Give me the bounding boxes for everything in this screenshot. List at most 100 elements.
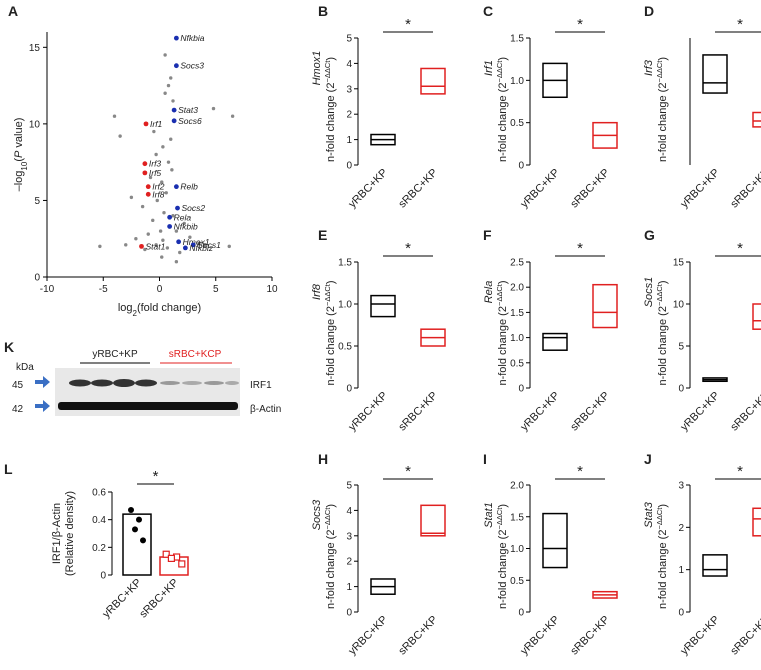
data-point xyxy=(170,168,174,172)
data-point xyxy=(230,114,235,118)
y-tick-label: 0.5 xyxy=(510,358,524,369)
x-axis-title: log2(fold change) xyxy=(118,302,201,318)
box xyxy=(702,554,728,577)
data-point xyxy=(158,229,163,233)
data-point xyxy=(169,137,173,141)
data-point xyxy=(169,76,173,80)
data-point xyxy=(151,218,155,223)
y-tick-label: 10 xyxy=(673,300,685,311)
x-tick-label: 5 xyxy=(213,284,219,295)
gene-label: Socs2 xyxy=(182,203,206,213)
data-point xyxy=(140,204,145,209)
significance-mark: * xyxy=(737,16,743,33)
gene-label: Irf1 xyxy=(150,119,163,129)
x-tick-label: sRBC+KP xyxy=(568,614,612,658)
label-part: n-fold change (2 xyxy=(657,83,669,163)
x-tick-label: yRBC+KP xyxy=(518,614,562,658)
data-point xyxy=(154,243,158,247)
y-tick-label: 1.5 xyxy=(510,512,524,523)
label-part: −ΔΔCt xyxy=(495,507,504,530)
gene-label: Nfkbib xyxy=(174,221,198,231)
y-tick-label: 0 xyxy=(678,384,684,395)
data-point xyxy=(129,195,134,200)
y-tick-label: 0.6 xyxy=(92,488,106,499)
y-tick-label: 1 xyxy=(346,135,352,146)
y-tick-label: 4 xyxy=(346,506,352,517)
x-tick-label: yRBC+KP xyxy=(518,167,562,211)
gene-label: Irf3 xyxy=(149,159,162,169)
y-tick-label: 2.0 xyxy=(510,283,524,294)
x-tick-label: yRBC+KP xyxy=(346,390,390,434)
data-point xyxy=(166,160,171,164)
data-point xyxy=(178,250,182,255)
box xyxy=(752,303,761,330)
label-part: n-fold change (2 xyxy=(657,306,669,386)
data-point xyxy=(161,238,165,242)
y-axis-title: n-fold change (2−ΔΔCt) xyxy=(323,57,338,162)
x-tick-label: yRBC+KP xyxy=(678,390,722,434)
panel-letter: H xyxy=(318,451,328,467)
y-tick-label: 1.0 xyxy=(510,76,524,87)
gene-label: Socs1 xyxy=(197,240,221,250)
box xyxy=(702,54,728,94)
y-tick-label: 3 xyxy=(346,84,352,95)
y-tick-label: 0.5 xyxy=(510,576,524,587)
label-part: 2 xyxy=(133,309,138,318)
gene-label: Rela xyxy=(174,212,192,222)
data-point xyxy=(161,145,165,149)
data-point xyxy=(136,516,142,523)
y-axis-title: n-fold change (2−ΔΔCt) xyxy=(323,504,338,609)
label-part: −ΔΔCt xyxy=(323,60,332,83)
y-tick-label: 2 xyxy=(346,557,352,568)
x-tick-label: yRBC+KP xyxy=(346,614,390,658)
data-point xyxy=(162,550,170,558)
arrow xyxy=(35,400,50,412)
data-point xyxy=(112,114,117,118)
gene-point xyxy=(171,118,177,124)
data-point xyxy=(98,244,102,249)
y-tick-label: 0 xyxy=(518,608,524,619)
gene-label: Irf5 xyxy=(149,168,162,178)
label-part: ) xyxy=(657,280,669,284)
y-tick-label: 2 xyxy=(678,523,684,534)
x-tick-label: sRBC+KP xyxy=(568,167,612,211)
data-point xyxy=(178,560,186,568)
data-point xyxy=(132,526,138,533)
gene-label: Stat3 xyxy=(643,501,655,528)
data-point xyxy=(167,554,175,563)
y-axis-title: n-fold change (2−ΔΔCt) xyxy=(655,280,670,385)
marker-label: 45 xyxy=(12,380,24,391)
panel-letter: A xyxy=(8,3,18,19)
label-part: ) xyxy=(325,57,337,61)
y-axis-title: IRF1/β-Actin xyxy=(51,503,63,564)
y-tick-label: 0.5 xyxy=(510,118,524,129)
y-tick-label: 0 xyxy=(100,571,106,582)
panel-letter: I xyxy=(483,451,487,467)
significance-mark: * xyxy=(737,463,743,480)
label-part: ) xyxy=(325,504,337,508)
y-tick-label: 0 xyxy=(34,273,40,284)
y-tick-label: 1 xyxy=(346,582,352,593)
label-part: n-fold change (2 xyxy=(325,83,337,163)
y-axis-title: (Relative density) xyxy=(64,491,76,576)
data-point xyxy=(163,53,167,57)
data-point xyxy=(154,152,158,157)
label-part: n-fold change (2 xyxy=(497,306,509,386)
data-point xyxy=(211,106,216,111)
band-label: β-Actin xyxy=(250,404,281,415)
box xyxy=(592,283,618,329)
label-part: ) xyxy=(657,504,669,508)
data-point xyxy=(165,246,170,250)
x-tick-label: yRBC+KP xyxy=(100,577,144,621)
y-tick-label: 5 xyxy=(34,196,40,207)
label-part: ) xyxy=(497,280,509,284)
data-point xyxy=(143,247,147,252)
gene-label: Irf1 xyxy=(483,60,495,76)
x-tick-label: sRBC+KP xyxy=(396,167,440,211)
y-axis-title: n-fold change (2−ΔΔCt) xyxy=(655,504,670,609)
y-tick-label: 0 xyxy=(346,384,352,395)
significance-mark: * xyxy=(153,468,159,485)
gene-point xyxy=(145,191,151,197)
label-part: (fold change) xyxy=(137,302,201,314)
